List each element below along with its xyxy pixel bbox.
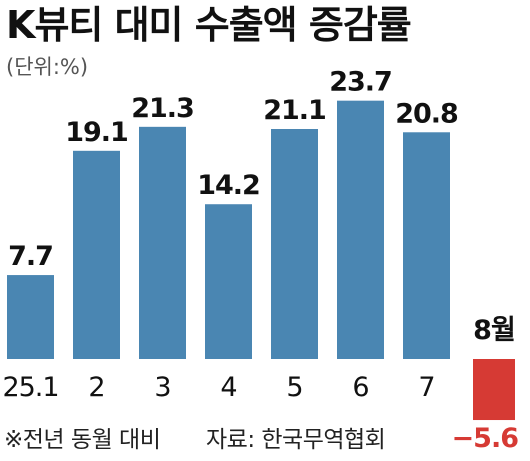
tick-label-2: 2 bbox=[88, 372, 104, 403]
value-label-8: −5.6 bbox=[452, 423, 519, 454]
bar-1 bbox=[7, 275, 54, 359]
bar-7 bbox=[403, 132, 450, 359]
chart-title: K뷰티 대미 수출액 증감률 bbox=[6, 3, 411, 47]
bar-6 bbox=[337, 100, 384, 360]
value-label-1: 7.7 bbox=[8, 241, 53, 272]
value-label-6: 23.7 bbox=[329, 67, 392, 98]
bar-4 bbox=[205, 204, 252, 359]
footnote: ※전년 동월 대비 bbox=[4, 427, 160, 453]
bar-2 bbox=[73, 150, 120, 359]
unit-label: (단위:%) bbox=[6, 55, 88, 79]
source-note: 자료: 한국무역협회 bbox=[206, 427, 385, 453]
tick-label-5: 5 bbox=[286, 372, 302, 403]
value-label-5: 21.1 bbox=[263, 95, 326, 126]
bars-group: 7.7 25.1 19.1 2 21.3 3 14.2 4 21.1 5 23.7 6 20.8 7 −5.… bbox=[2, 67, 519, 454]
tick-label-1: 25.1 bbox=[2, 372, 58, 403]
tick-label-6: 6 bbox=[352, 372, 368, 403]
tick-label-3: 3 bbox=[154, 372, 170, 403]
bar-3 bbox=[139, 126, 186, 359]
value-label-7: 20.8 bbox=[395, 98, 458, 129]
value-label-4: 14.2 bbox=[197, 170, 260, 201]
tick-label-7: 7 bbox=[418, 372, 434, 403]
value-label-2: 19.1 bbox=[65, 117, 128, 148]
tick-label-8: 8월 bbox=[473, 315, 515, 346]
tick-label-4: 4 bbox=[220, 372, 236, 403]
bar-8 bbox=[473, 359, 515, 421]
value-label-3: 21.3 bbox=[131, 93, 194, 124]
bar-5 bbox=[271, 129, 318, 359]
